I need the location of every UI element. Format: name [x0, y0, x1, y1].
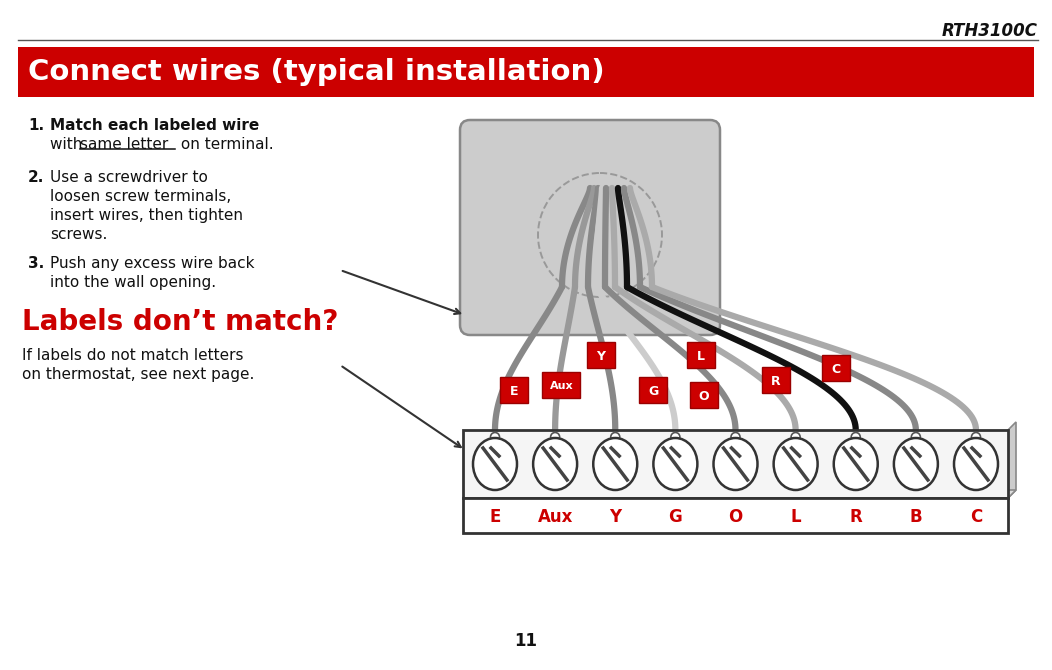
Text: on thermostat, see next page.: on thermostat, see next page. [22, 367, 255, 382]
Text: Y: Y [609, 507, 622, 525]
Text: B: B [910, 507, 923, 525]
Text: 2.: 2. [28, 170, 44, 185]
Circle shape [671, 433, 680, 442]
Text: E: E [509, 385, 518, 397]
Ellipse shape [773, 438, 817, 490]
Circle shape [791, 433, 801, 442]
FancyBboxPatch shape [640, 377, 667, 403]
Polygon shape [1008, 422, 1016, 498]
FancyBboxPatch shape [463, 430, 1008, 498]
FancyBboxPatch shape [689, 382, 717, 408]
Ellipse shape [713, 438, 757, 490]
Text: E: E [489, 507, 501, 525]
Text: G: G [668, 507, 683, 525]
Text: C: C [970, 507, 983, 525]
Text: Push any excess wire back: Push any excess wire back [50, 256, 255, 271]
Ellipse shape [894, 438, 938, 490]
Text: Aux: Aux [538, 507, 572, 525]
Text: Y: Y [596, 350, 606, 362]
FancyBboxPatch shape [500, 377, 528, 403]
Text: loosen screw terminals,: loosen screw terminals, [50, 189, 231, 204]
Text: O: O [728, 507, 743, 525]
Text: Aux: Aux [549, 381, 573, 391]
FancyBboxPatch shape [587, 342, 615, 368]
FancyBboxPatch shape [18, 47, 1034, 97]
Circle shape [611, 433, 620, 442]
Text: R: R [849, 507, 863, 525]
Circle shape [490, 433, 500, 442]
Text: Use a screwdriver to: Use a screwdriver to [50, 170, 208, 185]
Text: 11: 11 [514, 632, 538, 650]
Ellipse shape [954, 438, 998, 490]
FancyBboxPatch shape [687, 342, 715, 368]
Ellipse shape [653, 438, 697, 490]
Ellipse shape [533, 438, 578, 490]
FancyBboxPatch shape [543, 372, 581, 398]
Polygon shape [463, 490, 1016, 498]
Circle shape [550, 433, 560, 442]
Circle shape [851, 433, 861, 442]
Text: If labels do not match letters: If labels do not match letters [22, 348, 243, 363]
Text: same letter: same letter [80, 137, 168, 152]
Text: 1.: 1. [28, 118, 44, 133]
Text: into the wall opening.: into the wall opening. [50, 275, 216, 290]
FancyBboxPatch shape [463, 498, 1008, 533]
Ellipse shape [593, 438, 638, 490]
FancyBboxPatch shape [762, 367, 790, 393]
Text: C: C [831, 362, 841, 375]
Text: on terminal.: on terminal. [176, 137, 274, 152]
Text: RTH3100C: RTH3100C [942, 22, 1038, 40]
Text: insert wires, then tighten: insert wires, then tighten [50, 208, 243, 223]
Text: O: O [699, 389, 709, 403]
Text: G: G [648, 385, 659, 397]
Text: 3.: 3. [28, 256, 44, 271]
Text: screws.: screws. [50, 227, 107, 242]
Ellipse shape [834, 438, 877, 490]
Text: L: L [696, 350, 705, 362]
FancyBboxPatch shape [822, 355, 850, 381]
Text: Connect wires (typical installation): Connect wires (typical installation) [28, 58, 605, 86]
Text: with: with [50, 137, 87, 152]
Ellipse shape [473, 438, 517, 490]
FancyBboxPatch shape [460, 120, 720, 335]
Circle shape [911, 433, 920, 442]
Circle shape [731, 433, 740, 442]
Text: L: L [790, 507, 801, 525]
Circle shape [971, 433, 980, 442]
Text: R: R [771, 375, 781, 387]
Text: Labels don’t match?: Labels don’t match? [22, 308, 339, 336]
Text: Match each labeled wire: Match each labeled wire [50, 118, 259, 133]
